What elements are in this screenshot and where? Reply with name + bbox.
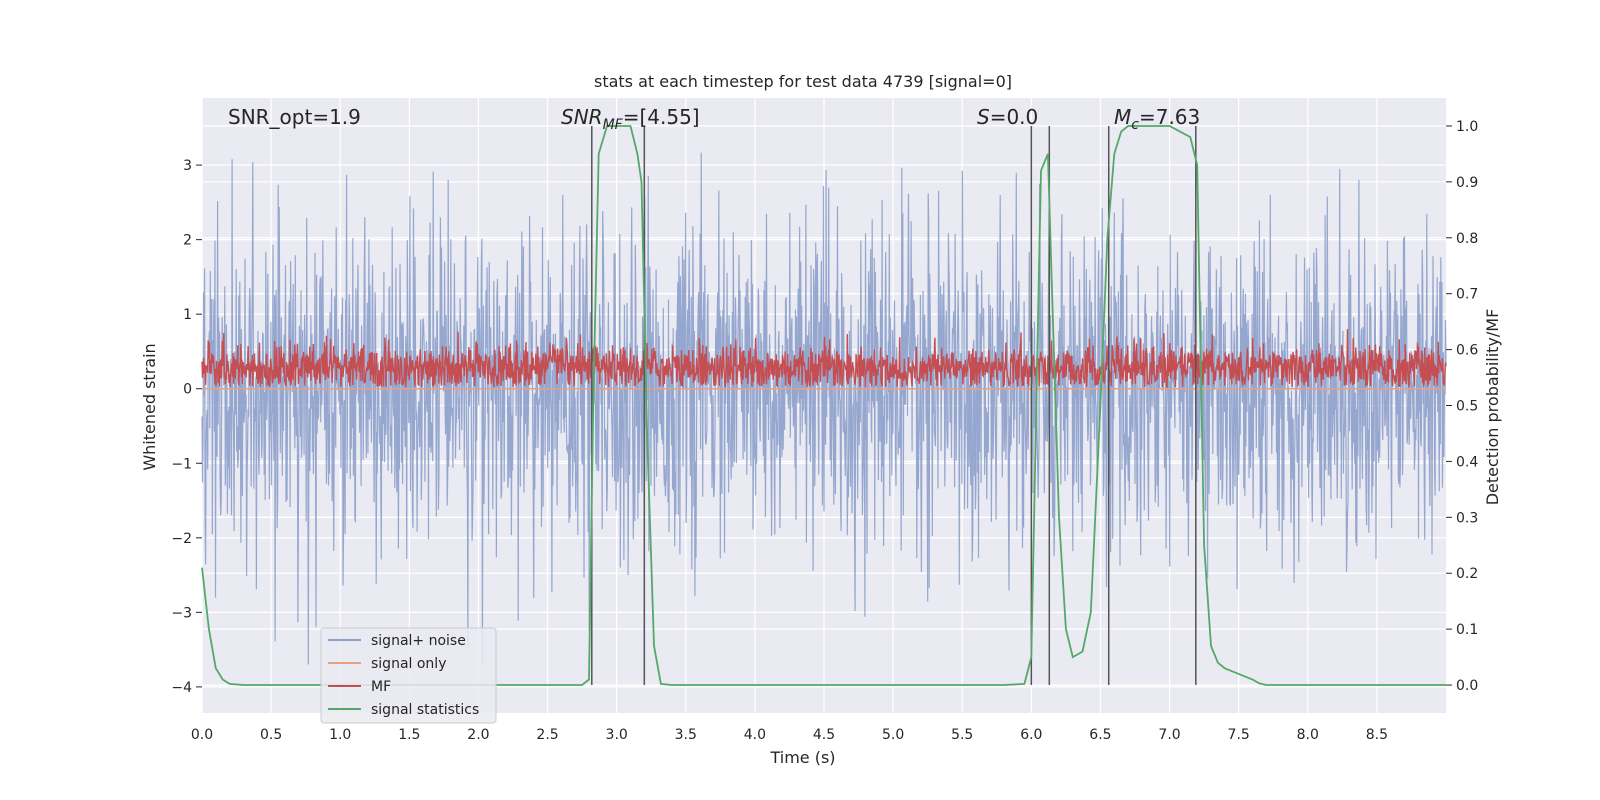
y-tick-label-right: 0.6 — [1456, 343, 1478, 359]
annotation-snr-mf-sub: MF — [603, 117, 624, 133]
signal-noise-series — [201, 152, 1447, 665]
x-tick-label: 8.0 — [1297, 727, 1319, 743]
x-tick-label: 6.0 — [1020, 727, 1042, 743]
y-tick-label-left: 3 — [183, 158, 192, 174]
annotation-s-value: =0.0 — [990, 105, 1039, 129]
x-tick-label: 4.0 — [744, 727, 766, 743]
y-tick-label-left: 2 — [183, 233, 192, 249]
x-tick-label: 2.0 — [467, 727, 489, 743]
y-tick-label-right: 0.2 — [1456, 566, 1478, 582]
annotation-s-main: S — [977, 105, 990, 129]
y-tick-label-right: 0.5 — [1456, 399, 1478, 415]
annotation-snr-opt: SNR_opt=1.9 — [228, 105, 361, 129]
signal-statistics-line — [201, 125, 1446, 686]
x-tick-label: 2.5 — [536, 727, 558, 743]
x-tick-label: 7.5 — [1228, 727, 1250, 743]
legend-label-signal-only: signal only — [371, 656, 446, 672]
y-tick-label-right: 0.3 — [1456, 510, 1478, 526]
annotation-snr-mf-main: SNR — [561, 105, 603, 129]
y-tick-label-right: 0.1 — [1456, 622, 1478, 638]
y-tick-label-left: −2 — [171, 531, 192, 547]
y-tick-label-left: −4 — [171, 680, 192, 696]
legend-box — [320, 627, 497, 724]
x-tick-label: 8.5 — [1366, 727, 1388, 743]
annotation-mc: Mc=7.63 — [1114, 105, 1200, 133]
ticks: 0.0 0.5 1.0 1.5 2.0 2.5 3.0 3.5 4.0 4.5 5.0 5.5 6.0 6… — [171, 119, 1478, 743]
x-tick-label: 1.5 — [398, 727, 420, 743]
y-tick-label-right: 1.0 — [1456, 119, 1478, 135]
y-tick-label-left: 0 — [183, 382, 192, 398]
x-tick-label: 6.5 — [1089, 727, 1111, 743]
x-tick-label: 5.5 — [951, 727, 973, 743]
signal-statistics-series — [201, 125, 1446, 686]
annotation-s: S=0.0 — [977, 105, 1038, 129]
x-tick-label: 3.5 — [675, 727, 697, 743]
y-tick-label-right: 0.7 — [1456, 287, 1478, 303]
y-axis-title-right: Detection probability/MF — [1483, 309, 1502, 506]
y-tick-label-left: 1 — [183, 307, 192, 323]
annotation-snr-mf-value: =[4.55] — [623, 105, 700, 129]
x-axis-title: Time (s) — [769, 748, 835, 767]
y-tick-label-left: −3 — [171, 605, 192, 621]
annotation-mc-sub: c — [1131, 117, 1139, 133]
signal-noise-line — [201, 152, 1447, 665]
annotation-mc-main: M — [1114, 105, 1131, 129]
y-tick-label-right: 0.4 — [1456, 454, 1478, 470]
mf-series — [201, 329, 1447, 389]
x-tick-label: 7.0 — [1158, 727, 1180, 743]
x-tick-label: 4.5 — [813, 727, 835, 743]
annotation-mc-value: =7.63 — [1139, 105, 1200, 129]
legend-label-signal-noise: signal+ noise — [371, 633, 466, 649]
x-tick-label: 1.0 — [329, 727, 351, 743]
y-tick-label-right: 0.8 — [1456, 231, 1478, 247]
mf-line — [201, 329, 1447, 389]
x-tick-label: 0.5 — [260, 727, 282, 743]
x-tick-label: 5.0 — [882, 727, 904, 743]
annotation-snr-mf: SNRMF=[4.55] — [561, 105, 700, 133]
y-tick-label-right: 0.9 — [1456, 175, 1478, 191]
legend-label-signal-statistics: signal statistics — [371, 702, 479, 718]
y-tick-label-left: −1 — [171, 456, 192, 472]
x-tick-label: 0.0 — [191, 727, 213, 743]
chart-title: stats at each timestep for test data 473… — [594, 72, 1012, 91]
y-axis-title-left: Whitened strain — [140, 343, 159, 470]
y-tick-label-right: 0.0 — [1456, 678, 1478, 694]
legend: signal+ noise signal only MF signal stat… — [320, 627, 497, 724]
legend-label-mf: MF — [371, 679, 391, 695]
x-tick-label: 3.0 — [606, 727, 628, 743]
